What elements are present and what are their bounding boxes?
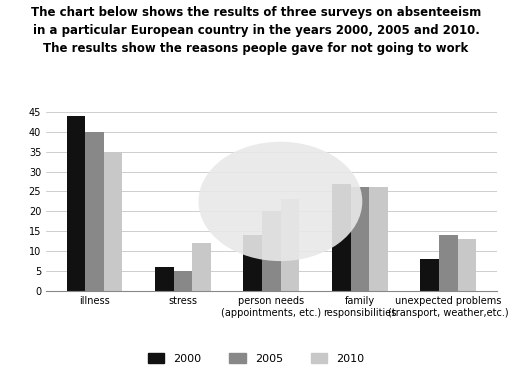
Bar [420,259,439,291]
Text: The chart below shows the results of three surveys on absenteeism
in a particula: The chart below shows the results of thr… [31,6,481,54]
Bar [67,116,85,291]
Bar [262,211,281,291]
Bar [332,184,351,291]
Bar [104,152,122,291]
Bar [351,188,369,291]
Bar [458,239,476,291]
Bar [155,267,174,291]
Bar [439,235,458,291]
Bar [244,235,262,291]
Bar [281,200,299,291]
Bar [85,132,104,291]
Bar [192,243,211,291]
Legend: 2000, 2005, 2010: 2000, 2005, 2010 [147,353,365,364]
Bar [174,271,192,291]
Bar [369,188,388,291]
